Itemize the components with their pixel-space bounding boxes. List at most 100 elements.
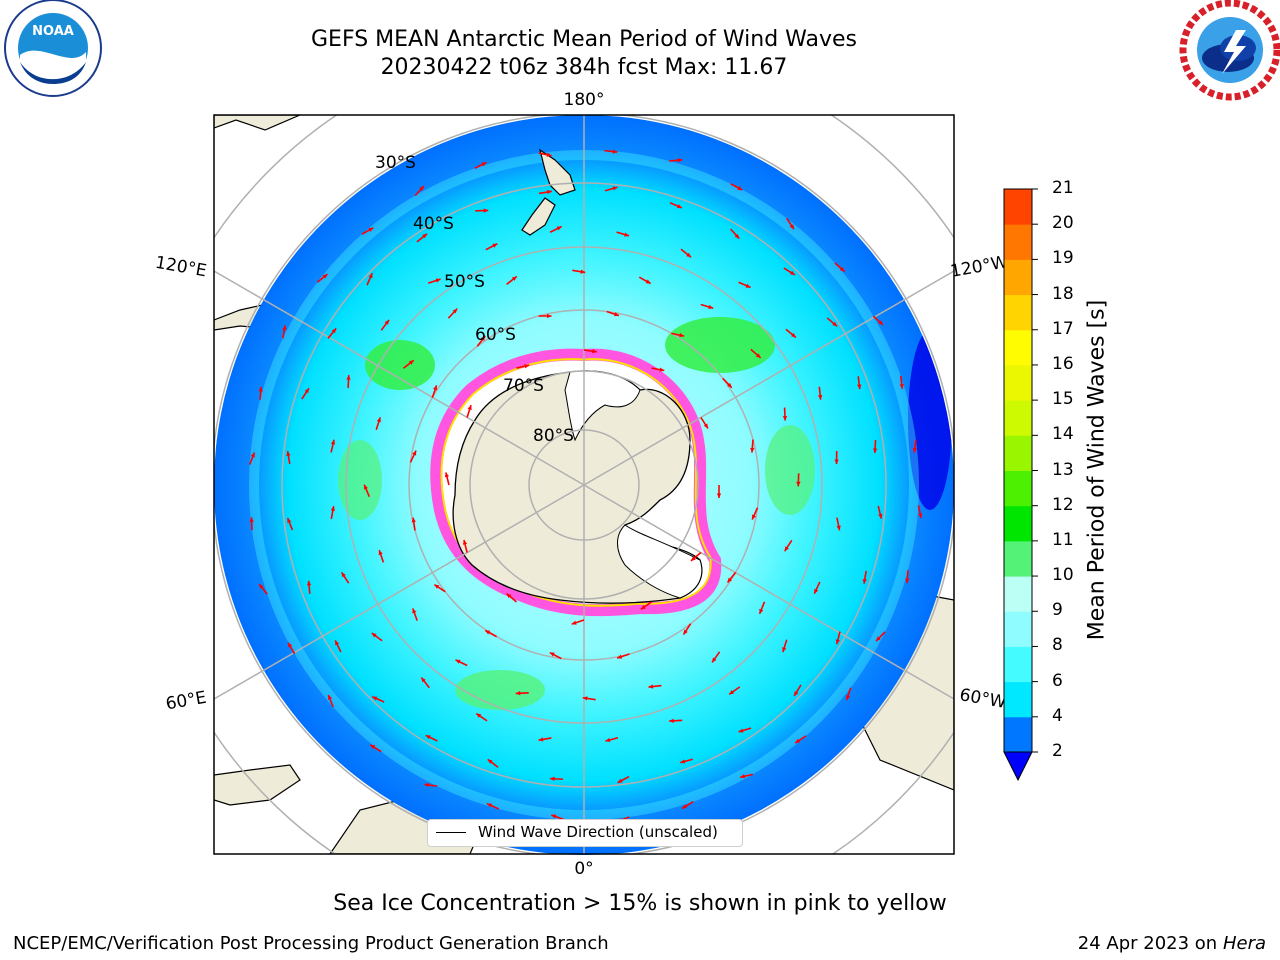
wave-direction-arrow-head (485, 630, 491, 635)
graticule (214, 115, 954, 854)
lon-label-60e: 60°E (164, 688, 208, 715)
wave-direction-arrow-head (680, 759, 686, 764)
wave-direction-arrow-head (905, 578, 910, 584)
chart-subtitle: 20230422 t06z 384h fcst Max: 11.67 (380, 55, 788, 80)
colorbar-tick-label: 12 (1052, 494, 1074, 515)
wave-direction-arrow-head (782, 415, 788, 421)
lon-label-180: 180° (564, 90, 605, 110)
wave-direction-arrow-head (839, 266, 845, 272)
wave-direction-arrow-head (444, 472, 450, 478)
wave-direction-arrow-head (376, 417, 381, 423)
colorbar-tick-label: 14 (1052, 424, 1074, 445)
wave-direction-arrow-head (282, 325, 287, 331)
wave-direction-arrow-head (686, 252, 692, 258)
wave-direction-arrow-head (538, 737, 544, 742)
credit-branch: NCEP/EMC/Verification Post Processing Pr… (13, 933, 609, 954)
wave-direction-arrow-head (250, 452, 255, 458)
wave-direction-arrow-head (659, 367, 665, 372)
lat-label-60s: 60°S (475, 325, 516, 345)
wave-direction-arrow-head (483, 208, 489, 213)
wave-direction-arrow-head (640, 605, 646, 610)
wave-direction-arrow-head (789, 270, 795, 275)
map-frame (213, 114, 955, 855)
wave-direction-arrow-head (759, 608, 764, 614)
wind-wave-arrows (248, 149, 923, 823)
wave-direction-arrow-head (796, 481, 801, 487)
colorbar-tick-label: 6 (1052, 670, 1063, 691)
wave-direction-arrow-head (624, 232, 630, 237)
colorbar-tick-label: 21 (1052, 178, 1074, 198)
wave-direction-arrow-head (679, 333, 685, 338)
wave-direction-arrow-head (462, 539, 468, 545)
noaa-logo: NOAA (4, 0, 102, 97)
wave-direction-arrow-head (912, 447, 918, 453)
wave-direction-arrow-head (515, 691, 521, 696)
wave-direction-arrow-head (878, 320, 883, 325)
wave-direction-arrow-head (287, 517, 292, 523)
wave-direction-arrow-head (617, 654, 623, 659)
colorbar-tick-label: 16 (1052, 353, 1074, 374)
wave-direction-arrow-head (645, 279, 651, 284)
wave-direction-arrow-head (421, 677, 426, 683)
wave-direction-arrow-head (755, 353, 761, 358)
wave-direction-arrow-head (669, 718, 674, 723)
wave-direction-arrow-head (551, 814, 557, 819)
colorbar-tick-label: 17 (1052, 318, 1074, 339)
wave-direction-arrow-head (580, 269, 586, 274)
wave-direction-arrow-head (834, 459, 839, 465)
colorbar-tick-label: 15 (1052, 389, 1074, 410)
wave-direction-arrow-head (571, 620, 577, 625)
wave-direction-arrow-head (370, 744, 376, 749)
wave-direction-arrow-head (835, 639, 840, 645)
wave-direction-arrow-head (612, 149, 618, 154)
lat-label-40s: 40°S (413, 214, 454, 234)
wave-direction-arrow-head (676, 204, 682, 209)
wave-direction-arrow-head (433, 385, 438, 391)
colorbar-tick-label: 2 (1052, 741, 1063, 761)
lon-label-60w: 60°W (958, 685, 1008, 713)
wave-direction-arrow-head (789, 224, 794, 230)
wave-direction-arrow-head (481, 162, 487, 167)
wave-direction-arrow-head (899, 384, 904, 389)
wave-direction-arrow-head (845, 695, 851, 701)
wave-direction-arrow-head (506, 593, 512, 599)
wave-direction-arrow-head (322, 274, 328, 279)
wave-direction-arrow-head (368, 227, 374, 232)
wave-direction-arrow-head (556, 226, 562, 231)
wave-direction-arrow-head (419, 186, 424, 191)
map-legend: Wind Wave Direction (unscaled) (427, 819, 743, 847)
colorbar-tick-label: 20 (1052, 213, 1074, 234)
wave-direction-arrow-head (486, 803, 492, 808)
wave-direction-arrow-head (346, 375, 351, 380)
wave-direction-arrow-head (737, 186, 743, 191)
wave-direction-arrow-head (546, 189, 552, 195)
wave-direction-arrow-head (487, 759, 493, 764)
wave-direction-arrow-head (648, 684, 654, 689)
wave-direction-arrow-head (677, 158, 683, 163)
wave-direction-arrow-head (740, 774, 746, 779)
wave-direction-arrow-head (408, 360, 414, 365)
wave-direction-arrow-head (617, 778, 623, 783)
wave-direction-arrow-head (832, 321, 838, 327)
wave-direction-arrow-head (331, 328, 337, 334)
wave-direction-arrow-head (794, 690, 799, 696)
lat-label-50s: 50°S (444, 272, 485, 292)
lat-label-70s: 70°S (503, 376, 544, 396)
wave-direction-arrow-head (412, 450, 417, 456)
colorbar-tick-label: 18 (1052, 283, 1074, 304)
wave-direction-arrow-head (511, 276, 517, 281)
wave-direction-arrow-head (795, 738, 801, 744)
wave-direction-arrow-head (435, 278, 441, 283)
wave-direction-arrow-head (862, 578, 867, 584)
credit-machine: Hera (1222, 933, 1266, 954)
wave-direction-arrow-head (378, 550, 383, 556)
wave-direction-arrow-head (712, 657, 717, 663)
wave-direction-arrow-head (288, 642, 293, 648)
colorbar-tick-label: 13 (1052, 459, 1074, 480)
wave-direction-arrow-head (727, 577, 733, 583)
wave-direction-arrow-head (258, 386, 263, 392)
wave-direction-arrow-head (368, 273, 373, 279)
wave-direction-arrow-head (434, 584, 440, 589)
colorbar-tick-label: 19 (1052, 248, 1074, 269)
